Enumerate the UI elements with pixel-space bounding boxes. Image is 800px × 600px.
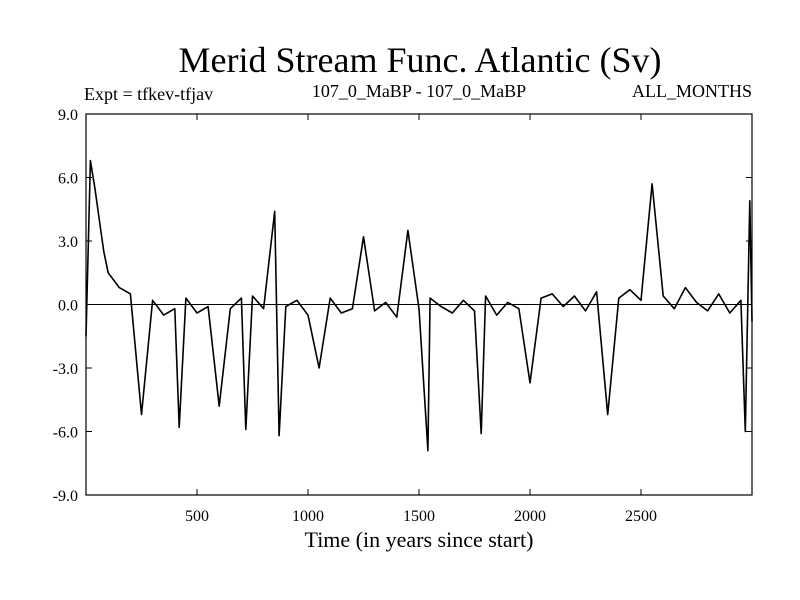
x-tick-label: 2500	[625, 508, 657, 525]
y-axis: 9.0 6.0 3.0 0.0 -3.0 -6.0 -9.0	[53, 107, 752, 505]
x-axis-label: Time (in years since start)	[305, 527, 534, 552]
y-tick-label: -6.0	[53, 425, 78, 442]
x-tick-label: 1000	[292, 508, 324, 525]
y-tick-label: 0.0	[58, 298, 78, 315]
y-tick-label: 6.0	[58, 171, 78, 188]
y-tick-label: -3.0	[53, 361, 78, 378]
x-tick-label: 2000	[514, 508, 546, 525]
y-tick-label: 3.0	[58, 234, 78, 251]
y-tick-label: -9.0	[53, 488, 78, 505]
y-tick-label: 9.0	[58, 107, 78, 124]
x-axis: 500 1000 1500 2000 2500	[185, 114, 657, 525]
chart-title: Merid Stream Func. Atlantic (Sv)	[179, 40, 662, 80]
x-tick-label: 500	[185, 508, 209, 525]
x-tick-label: 1500	[403, 508, 435, 525]
months-label: ALL_MONTHS	[632, 81, 752, 101]
series-line	[85, 159, 753, 452]
expt-label: Expt = tfkev-tfjav	[84, 84, 213, 104]
period-label: 107_0_MaBP - 107_0_MaBP	[312, 81, 526, 101]
plot-area	[85, 113, 753, 496]
